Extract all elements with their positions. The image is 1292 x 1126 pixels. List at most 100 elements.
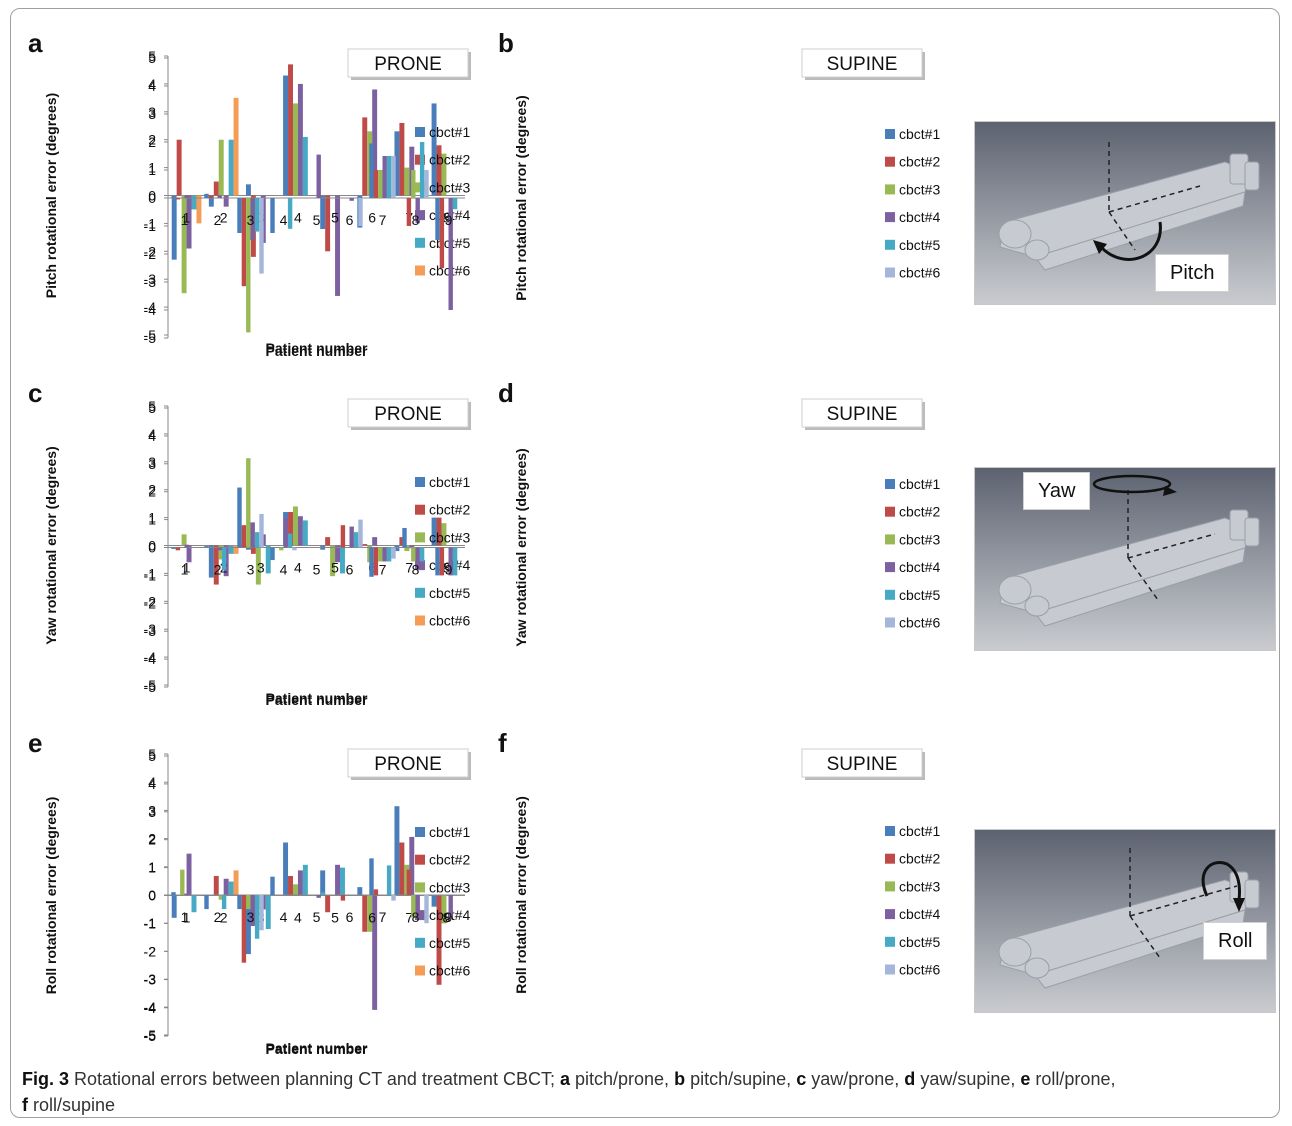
y-tick-label: -2 xyxy=(144,943,157,959)
x-tick-label: 1 xyxy=(183,210,191,226)
bar-cbct4-patient-2 xyxy=(223,878,229,896)
bar-cbct3-patient-2 xyxy=(218,545,224,560)
bar-cbct1-patient-6 xyxy=(357,887,363,896)
panel-letter: e xyxy=(28,728,42,758)
bar-cbct6-patient-7 xyxy=(391,156,396,198)
legend-swatch xyxy=(885,936,895,947)
legend-label: cbct#4 xyxy=(899,209,940,225)
patient-board-illustration xyxy=(998,474,1260,627)
x-tick-label: 9 xyxy=(445,562,453,578)
bar-cbct1-patient-1 xyxy=(171,195,177,260)
legend-label: cbct#6 xyxy=(899,615,940,631)
bar-cbct5-patient-9 xyxy=(452,547,458,576)
x-axis-title: Patient number xyxy=(266,1041,368,1057)
bar-cbct3-patient-8 xyxy=(411,547,416,562)
x-tick-label: 7 xyxy=(379,562,387,578)
bar-cbct2-patient-5 xyxy=(325,195,331,252)
figure-caption: Fig. 3 Rotational errors between plannin… xyxy=(22,1066,1252,1118)
bar-cbct1-patient-7 xyxy=(394,131,400,196)
y-tick-label: -2 xyxy=(144,593,157,609)
legend-swatch xyxy=(885,881,895,892)
bar-cbct1-patient-5 xyxy=(320,195,326,229)
y-tick-label: 2 xyxy=(148,482,156,498)
bar-cbct4-patient-4 xyxy=(283,518,288,548)
legend-label: cbct#5 xyxy=(899,934,940,950)
bar-cbct5-patient-8 xyxy=(419,547,425,562)
legend-swatch xyxy=(415,854,425,865)
bar-cbct3-patient-7 xyxy=(378,547,383,562)
panel-letter: f xyxy=(498,728,507,758)
bar-cbct5-patient-4 xyxy=(302,136,308,196)
legend-swatch xyxy=(885,562,895,573)
legend-label: cbct#1 xyxy=(899,476,940,492)
bar-cbct3-patient-3 xyxy=(255,545,261,585)
caption-letter-c: c xyxy=(796,1069,807,1089)
y-tick-label: 2 xyxy=(148,132,156,148)
y-tick-label: -1 xyxy=(144,915,157,931)
y-tick-label: -4 xyxy=(144,299,157,315)
bar-cbct1-patient-8 xyxy=(431,895,437,907)
y-tick-label: 4 xyxy=(148,78,156,94)
bar-cbct5-patient-2 xyxy=(221,547,227,570)
bar-cbct2-patient-6 xyxy=(340,895,346,901)
y-tick-label: -5 xyxy=(144,327,157,343)
bar-cbct3-patient-2 xyxy=(218,895,224,900)
x-tick-label: 6 xyxy=(346,562,354,578)
y-tick-label: 1 xyxy=(148,162,156,178)
legend-label: cbct#1 xyxy=(899,126,940,142)
bar-cbct4-patient-1 xyxy=(186,853,192,896)
x-tick-label: 8 xyxy=(443,560,451,576)
bar-cbct1-patient-7 xyxy=(369,858,374,895)
y-tick-label: 2 xyxy=(148,831,156,847)
x-tick-label: 9 xyxy=(445,212,453,228)
y-tick-label: 5 xyxy=(148,748,156,764)
x-tick-label: 5 xyxy=(313,212,321,228)
legend-swatch xyxy=(885,826,895,836)
bar-cbct2-patient-8 xyxy=(406,869,412,895)
legend-swatch xyxy=(415,615,425,626)
x-tick-label: 7 xyxy=(405,560,413,576)
figure-frame xyxy=(10,8,1280,1118)
caption-letter-a: a xyxy=(559,1069,570,1089)
x-tick-label: 8 xyxy=(443,210,451,226)
bar-cbct1-patient-7 xyxy=(394,806,400,896)
bar-cbct1-patient-9 xyxy=(435,547,440,576)
legend-swatch xyxy=(415,937,425,948)
bar-cbct1-patient-2 xyxy=(204,193,209,198)
bar-cbct5-patient-6 xyxy=(353,532,359,548)
y-axis-title: Pitch rotational error (degrees) xyxy=(513,95,529,300)
y-tick-label: 0 xyxy=(148,538,156,554)
x-tick-label: 8 xyxy=(412,212,420,228)
y-tick-label: 2 xyxy=(148,832,156,848)
bar-cbct2-patient-2 xyxy=(213,181,219,196)
bar-cbct4-patient-5 xyxy=(316,895,321,898)
bar-cbct4-patient-1 xyxy=(186,545,192,563)
bar-cbct4-patient-1 xyxy=(184,195,189,198)
bar-cbct2-patient-7 xyxy=(373,547,379,576)
y-tick-label: -3 xyxy=(144,971,157,987)
y-tick-label: -4 xyxy=(144,999,157,1015)
legend-swatch xyxy=(415,237,425,248)
bar-cbct5-patient-1 xyxy=(191,195,197,210)
bar-cbct3-patient-8 xyxy=(411,170,416,198)
x-tick-label: 4 xyxy=(280,909,288,925)
bar-cbct4-patient-8 xyxy=(415,895,420,918)
legend-swatch xyxy=(415,910,425,921)
bar-cbct4-patient-9 xyxy=(448,547,453,576)
box-label-frame xyxy=(347,48,469,78)
box-label: PRONE xyxy=(374,404,442,425)
y-tick-label: 5 xyxy=(148,746,156,762)
y-tick-label: 4 xyxy=(148,776,156,792)
bar-cbct5-patient-5 xyxy=(340,545,345,574)
bar-cbct2-patient-1 xyxy=(175,198,181,200)
roll-label: Roll xyxy=(1203,922,1268,960)
y-tick-label: 1 xyxy=(148,510,156,526)
y-tick-label: -3 xyxy=(144,271,157,287)
bar-cbct5-patient-2 xyxy=(221,895,227,910)
x-tick-label: 8 xyxy=(412,909,420,925)
bar-cbct2-patient-6 xyxy=(362,895,368,932)
bar-cbct1-patient-3 xyxy=(245,184,251,196)
bar-cbct6-patient-2 xyxy=(233,97,239,196)
y-tick-label: -5 xyxy=(144,1027,157,1043)
y-tick-label: -3 xyxy=(144,621,157,637)
